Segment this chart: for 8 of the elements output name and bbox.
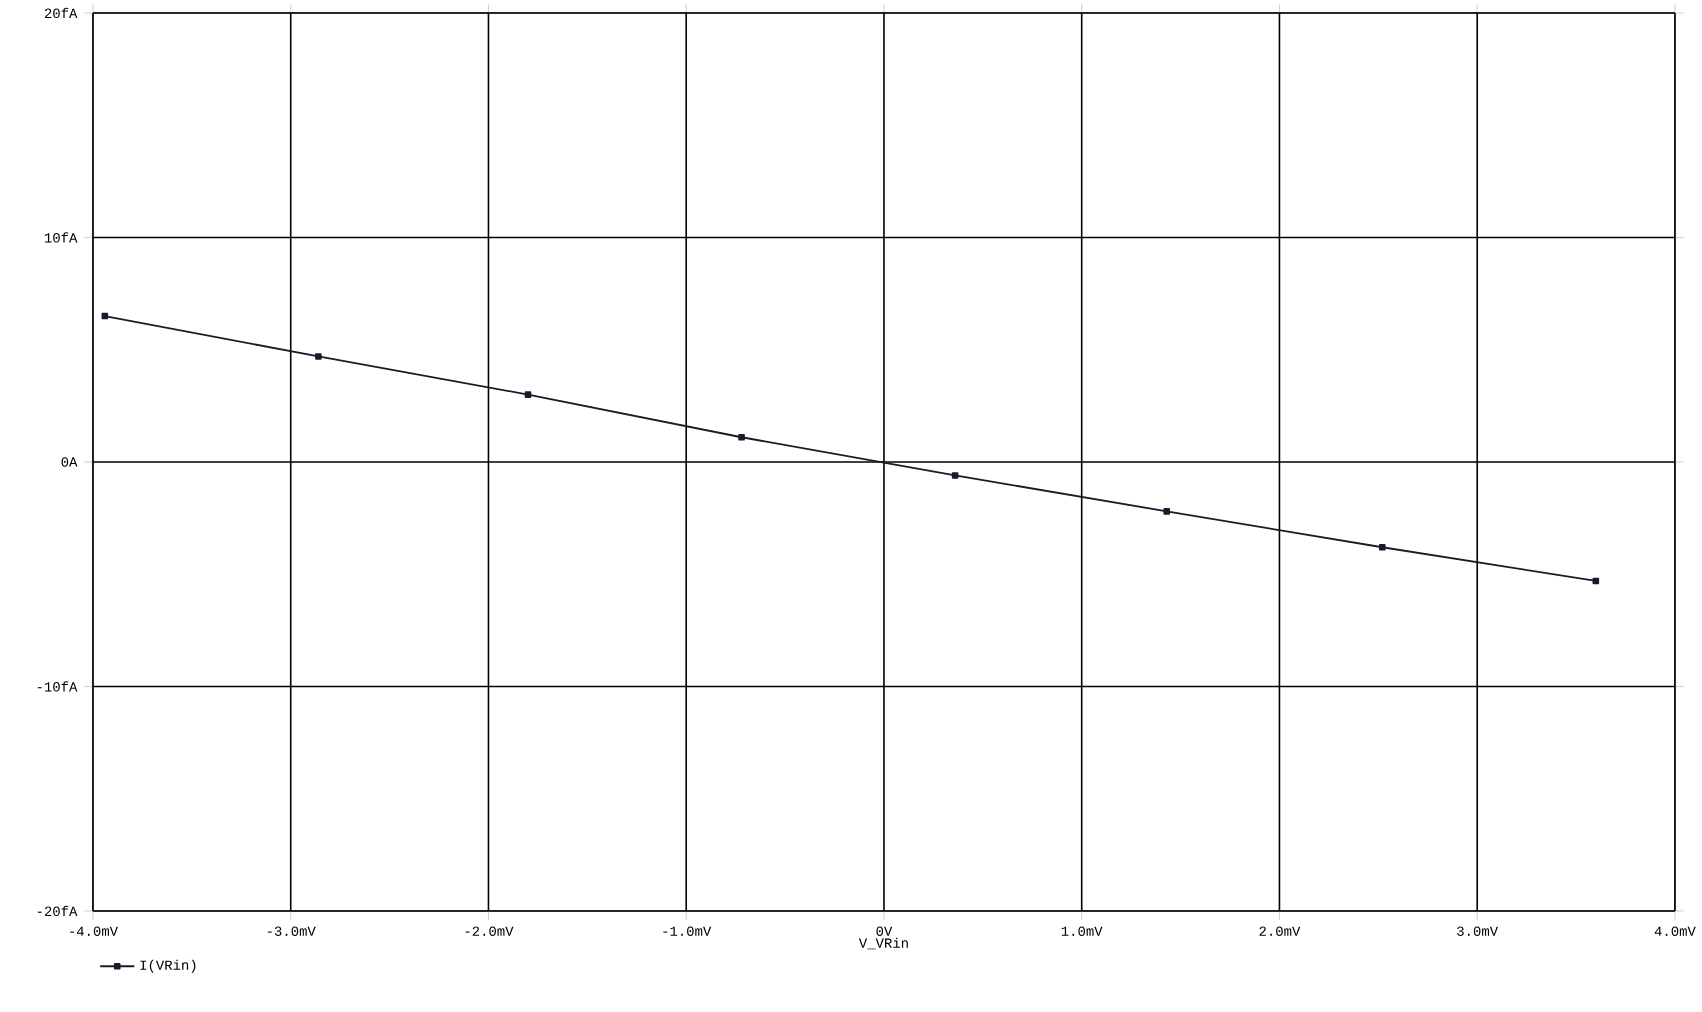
point bbox=[1592, 577, 1600, 585]
point bbox=[524, 391, 532, 398]
point bbox=[1378, 543, 1386, 551]
point bbox=[738, 433, 745, 441]
point bbox=[1163, 508, 1171, 515]
point bbox=[101, 312, 109, 320]
point bbox=[315, 353, 322, 360]
point bbox=[951, 472, 959, 479]
